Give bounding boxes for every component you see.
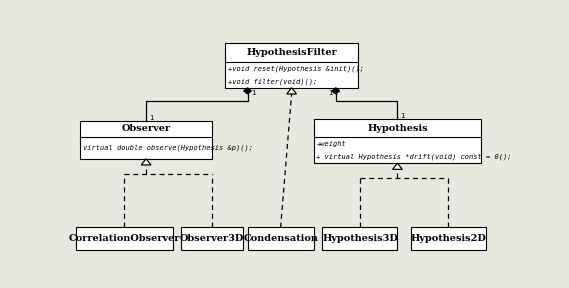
- Text: Observer3D: Observer3D: [180, 234, 244, 243]
- Text: +void reset(Hypothesis &init)();: +void reset(Hypothesis &init)();: [228, 65, 364, 72]
- Polygon shape: [244, 88, 251, 94]
- Text: HypothesisFilter: HypothesisFilter: [246, 48, 337, 57]
- Text: virtual double observe(Hypothesis &p)();: virtual double observe(Hypothesis &p)();: [83, 145, 253, 151]
- Text: 1: 1: [251, 90, 255, 96]
- Polygon shape: [332, 88, 340, 94]
- Polygon shape: [287, 88, 296, 94]
- Text: Observer: Observer: [122, 124, 171, 133]
- Text: Hypothesis3D: Hypothesis3D: [322, 234, 398, 243]
- Bar: [411, 228, 486, 250]
- Text: Hypothesis2D: Hypothesis2D: [410, 234, 486, 243]
- Bar: [225, 43, 358, 88]
- Polygon shape: [141, 159, 151, 165]
- Text: +weight: +weight: [316, 141, 346, 147]
- Bar: [314, 119, 481, 163]
- Text: 1: 1: [328, 90, 332, 96]
- Bar: [323, 228, 397, 250]
- Text: 1: 1: [400, 113, 405, 119]
- Polygon shape: [393, 163, 402, 169]
- Text: 1: 1: [149, 115, 153, 121]
- Text: Condensation: Condensation: [243, 234, 318, 243]
- Text: +void filter(void)();: +void filter(void)();: [228, 78, 318, 85]
- Bar: [80, 121, 212, 159]
- Bar: [248, 228, 314, 250]
- Text: Hypothesis: Hypothesis: [367, 124, 428, 133]
- Bar: [182, 228, 243, 250]
- Text: + virtual Hypothesis *drift(void) const = 0();: + virtual Hypothesis *drift(void) const …: [316, 154, 512, 160]
- Bar: [76, 228, 172, 250]
- Text: CorrelationObserver: CorrelationObserver: [68, 234, 180, 243]
